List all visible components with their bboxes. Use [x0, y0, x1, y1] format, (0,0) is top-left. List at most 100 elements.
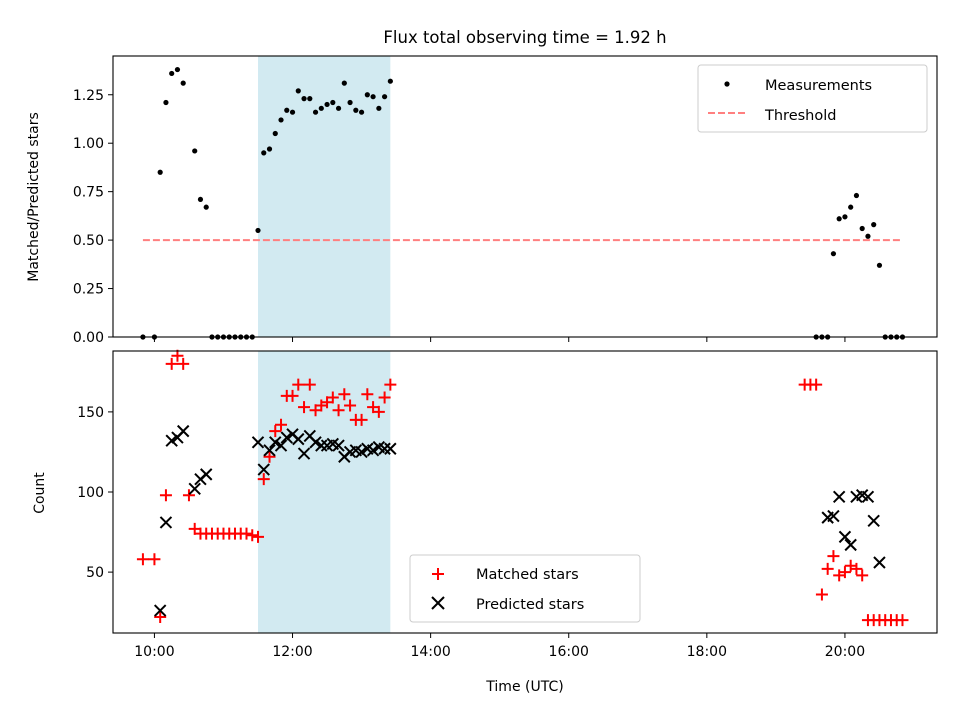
matched-star-point	[361, 388, 374, 401]
predicted-star-point	[165, 434, 178, 447]
x-tick-label: 20:00	[825, 644, 865, 660]
measurement-point	[203, 204, 209, 210]
measurement-point	[163, 99, 169, 106]
predicted-star-point	[280, 431, 293, 444]
measurement-point	[865, 233, 871, 239]
x-tick-label: 16:00	[549, 644, 589, 660]
predicted-star-point	[176, 424, 190, 438]
matched-star-point	[850, 562, 863, 575]
top-y-tick-label: 0.50	[73, 233, 104, 249]
predicted-star-point	[378, 442, 391, 455]
bottom-y-tick-label: 50	[86, 565, 104, 581]
measurement-point	[174, 66, 181, 73]
bottom-legend-box	[409, 554, 641, 623]
measurement-point	[347, 99, 353, 106]
legend-matched-label: Matched stars	[476, 567, 579, 583]
matched-star-point	[136, 553, 149, 566]
predicted-star-point	[153, 604, 167, 617]
measurement-point	[853, 192, 860, 199]
top-y-tick-label: 1.25	[73, 88, 104, 104]
predicted-star-point	[332, 439, 345, 452]
matched-star-point	[303, 378, 316, 391]
x-tick-label: 10:00	[134, 644, 174, 660]
matched-star-point	[165, 357, 178, 370]
predicted-star-point	[200, 468, 213, 481]
measurement-point	[830, 251, 837, 257]
x-tick-label: 12:00	[272, 644, 312, 660]
matched-star-point	[827, 550, 840, 563]
chart-title: Flux total observing time = 1.92 h	[383, 28, 666, 47]
legend-measurements-label: Measurements	[765, 78, 872, 94]
bottom-tick-layer: 50 100 150 10:00 12:00 14:00 16:00 18:00 20:00	[77, 405, 865, 660]
predicted-star-point	[844, 538, 857, 552]
bottom-y-tick-label: 150	[77, 405, 104, 421]
matched-star-point	[838, 566, 851, 579]
matched-star-point	[154, 610, 167, 623]
matched-star-point	[372, 405, 385, 418]
predicted-star-point	[257, 463, 270, 476]
predicted-star-point	[384, 442, 397, 455]
top-axes-frame	[112, 55, 938, 338]
measurement-point	[330, 99, 336, 106]
matched-star-point	[815, 588, 828, 601]
matched-star-point	[177, 357, 190, 370]
predicted-star-point	[867, 514, 880, 528]
matched-star-point	[257, 473, 270, 486]
measurement-point	[335, 105, 342, 111]
measurement-point	[859, 225, 865, 232]
matched-star-point	[182, 489, 195, 502]
measurement-point	[353, 107, 359, 113]
top-y-tick-label: 0.00	[73, 330, 104, 346]
matched-star-point	[821, 562, 834, 575]
predicted-star-point	[366, 444, 380, 457]
measurement-point	[324, 101, 330, 108]
measurement-point	[381, 94, 388, 100]
predicted-star-point	[832, 490, 846, 504]
matched-star-point	[252, 530, 265, 543]
legend-measurements-marker	[724, 81, 730, 87]
matched-star-point	[896, 614, 909, 627]
measurement-point	[301, 96, 307, 102]
matched-star-point	[171, 349, 184, 362]
predicted-star-point	[827, 509, 840, 523]
top-y-tick-label: 0.75	[73, 185, 104, 201]
measurement-point	[157, 169, 163, 175]
predicted-star-point	[159, 516, 173, 529]
matched-star-point	[338, 388, 351, 401]
measurement-point	[295, 88, 301, 94]
matched-star-point	[856, 569, 869, 582]
predicted-star-point	[861, 490, 875, 504]
measurement-point	[261, 150, 267, 156]
legend-predicted-marker	[431, 596, 445, 610]
measurement-point	[318, 105, 324, 111]
measurement-point	[272, 130, 278, 137]
measurement-point	[341, 80, 347, 86]
measurement-point	[255, 227, 261, 234]
measurement-point	[364, 92, 370, 98]
predicted-star-point	[309, 436, 322, 449]
predicted-star-point	[269, 436, 282, 449]
measurement-point	[266, 146, 273, 152]
top-legend: Measurements Threshold	[697, 64, 928, 133]
measurement-point	[848, 204, 854, 210]
measurement-point	[876, 262, 883, 268]
predicted-star-point	[263, 444, 276, 457]
top-legend-box	[697, 64, 928, 133]
legend-threshold-label: Threshold	[764, 108, 836, 124]
bottom-legend: Matched stars Predicted stars	[409, 554, 641, 623]
measurement-point	[370, 94, 376, 100]
measurement-point	[169, 70, 175, 77]
top-y-tick-label: 0.25	[73, 282, 104, 298]
bottom-data-layer	[136, 349, 909, 627]
predicted-star-point	[251, 436, 265, 449]
matched-star-point	[384, 378, 397, 391]
top-y-tick-label: 1.00	[73, 136, 104, 152]
measurement-point	[284, 107, 290, 113]
bottom-y-axis-label: Count	[32, 472, 48, 514]
measurement-point	[289, 109, 296, 115]
matched-star-point	[292, 378, 305, 391]
measurement-point	[278, 117, 284, 123]
measurement-point	[842, 214, 848, 220]
predicted-star-point	[838, 530, 852, 544]
